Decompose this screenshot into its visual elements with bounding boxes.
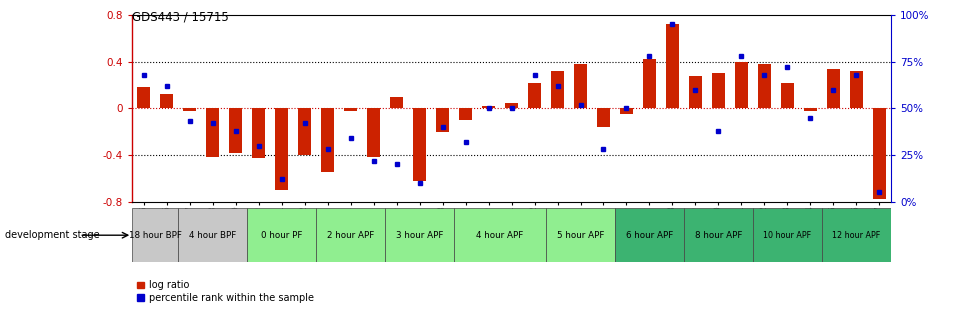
Bar [505, 102, 517, 109]
Bar [132, 208, 178, 262]
Bar [178, 208, 246, 262]
Bar [275, 109, 288, 190]
Bar [252, 109, 265, 159]
Bar [528, 83, 540, 109]
Bar [344, 109, 357, 111]
Bar [459, 109, 471, 120]
Bar [757, 64, 770, 109]
Bar [160, 94, 173, 109]
Bar [643, 59, 655, 109]
Bar [390, 97, 403, 109]
Bar [229, 109, 242, 153]
Text: development stage: development stage [5, 230, 100, 240]
Text: 8 hour APF: 8 hour APF [694, 231, 741, 240]
Text: GDS443 / 15715: GDS443 / 15715 [132, 10, 229, 23]
Bar [734, 62, 747, 109]
Bar [619, 109, 632, 114]
Text: 10 hour APF: 10 hour APF [763, 231, 811, 240]
Bar [183, 109, 196, 111]
Text: 18 hour BPF: 18 hour BPF [128, 231, 181, 240]
Text: 6 hour APF: 6 hour APF [625, 231, 673, 240]
Text: 2 hour APF: 2 hour APF [327, 231, 374, 240]
Legend: log ratio, percentile rank within the sample: log ratio, percentile rank within the sa… [137, 280, 313, 303]
Text: 0 hour PF: 0 hour PF [261, 231, 302, 240]
Bar [316, 208, 384, 262]
Text: 4 hour BPF: 4 hour BPF [189, 231, 236, 240]
Bar [367, 109, 379, 157]
Bar [849, 71, 862, 109]
Bar [321, 109, 333, 172]
Bar [684, 208, 752, 262]
Bar [614, 208, 684, 262]
Text: 5 hour APF: 5 hour APF [556, 231, 603, 240]
Text: 4 hour APF: 4 hour APF [476, 231, 523, 240]
Bar [689, 76, 701, 109]
Bar [752, 208, 822, 262]
Bar [872, 109, 885, 199]
Bar [826, 69, 839, 109]
Bar [413, 109, 425, 181]
Text: 12 hour APF: 12 hour APF [831, 231, 879, 240]
Bar [546, 208, 614, 262]
Bar [137, 87, 150, 109]
Bar [551, 71, 563, 109]
Bar [711, 73, 724, 109]
Text: 3 hour APF: 3 hour APF [395, 231, 443, 240]
Bar [384, 208, 454, 262]
Bar [597, 109, 609, 127]
Bar [780, 83, 793, 109]
Bar [573, 64, 586, 109]
Bar [803, 109, 816, 111]
Bar [822, 208, 890, 262]
Bar [482, 106, 494, 109]
Bar [454, 208, 546, 262]
Bar [436, 109, 449, 132]
Bar [298, 109, 311, 155]
Bar [246, 208, 316, 262]
Bar [206, 109, 219, 157]
Bar [665, 25, 678, 109]
